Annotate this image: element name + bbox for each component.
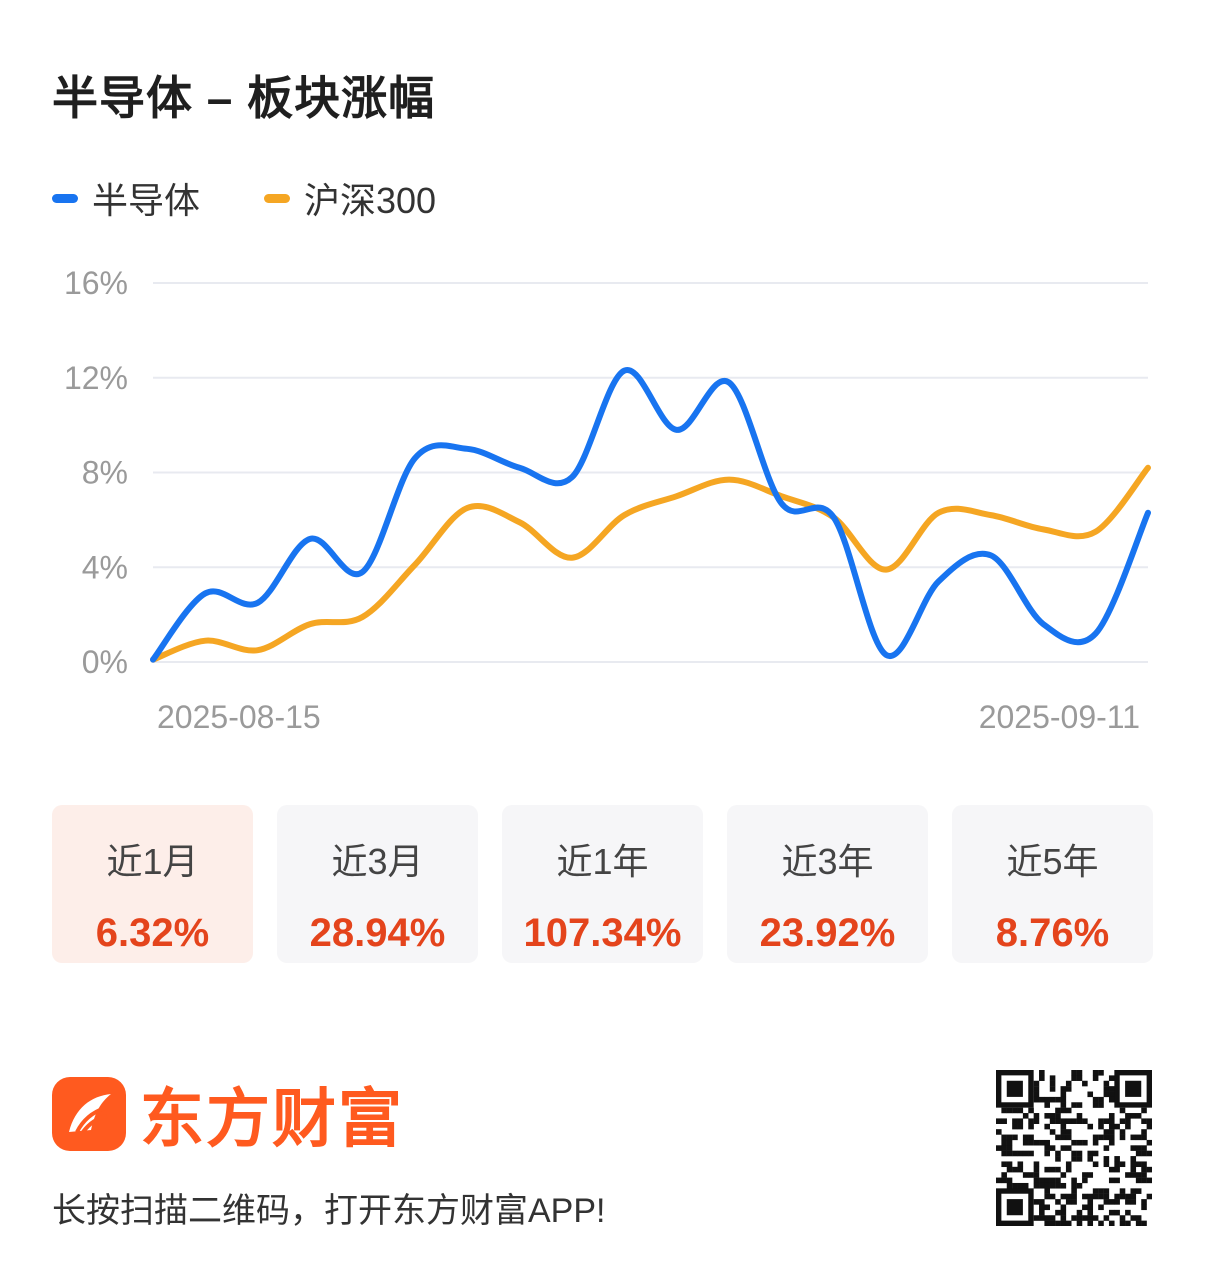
qr-code-icon[interactable] [996, 1070, 1152, 1226]
series-line-csi300 [150, 464, 1151, 663]
line-chart: 0% 4% 8% 12% 16% 2025-08-15 2025-09-11 [64, 265, 1151, 735]
y-tick-label: 4% [82, 549, 128, 585]
period-label: 近5年 [1006, 841, 1099, 882]
period-label: 近1年 [556, 841, 649, 882]
period-value: 6.32% [95, 911, 210, 955]
legend-swatch-csi300 [264, 193, 291, 203]
period-tab-3m[interactable]: 近3月 28.94% [277, 805, 478, 963]
x-tick-label: 2025-09-11 [979, 699, 1140, 735]
x-tick-label: 2025-08-15 [157, 699, 321, 735]
period-value: 23.92% [759, 911, 896, 955]
y-tick-label: 12% [64, 360, 128, 396]
period-value: 28.94% [309, 911, 446, 955]
legend-label-semiconductor: 半导体 [92, 180, 201, 221]
legend-item-csi300[interactable]: 沪深300 [264, 172, 436, 224]
period-tabs: 近1月 6.32% 近3月 28.94% 近1年 107.34% 近3年 23.… [52, 805, 1153, 963]
brand-name: 东方财富 [140, 1083, 404, 1155]
y-tick-label: 16% [64, 265, 128, 301]
period-value: 107.34% [523, 911, 682, 955]
y-tick-label: 8% [82, 455, 128, 491]
period-label: 近1月 [106, 841, 199, 882]
legend-item-semiconductor[interactable]: 半导体 [52, 172, 200, 224]
period-tab-1y[interactable]: 近1年 107.34% [502, 805, 703, 963]
period-tab-3y[interactable]: 近3年 23.92% [727, 805, 928, 963]
series-line-semiconductor [150, 367, 1151, 663]
period-value: 8.76% [995, 911, 1110, 955]
chart-legend: 半导体 沪深300 [52, 172, 500, 224]
legend-swatch-semiconductor [52, 193, 78, 203]
legend-label-csi300: 沪深300 [304, 180, 437, 221]
period-tab-1m[interactable]: 近1月 6.32% [52, 805, 253, 963]
scan-tagline: 长按扫描二维码，打开东方财富APP! [52, 1192, 606, 1230]
brand-logo-icon [52, 1077, 126, 1151]
period-tab-5y[interactable]: 近5年 8.76% [952, 805, 1153, 963]
period-label: 近3年 [781, 841, 874, 882]
brand: 东方财富 [52, 1068, 404, 1160]
page-title: 半导体 – 板块涨幅 [52, 72, 436, 124]
period-label: 近3月 [331, 841, 424, 882]
y-tick-label: 0% [82, 644, 128, 680]
